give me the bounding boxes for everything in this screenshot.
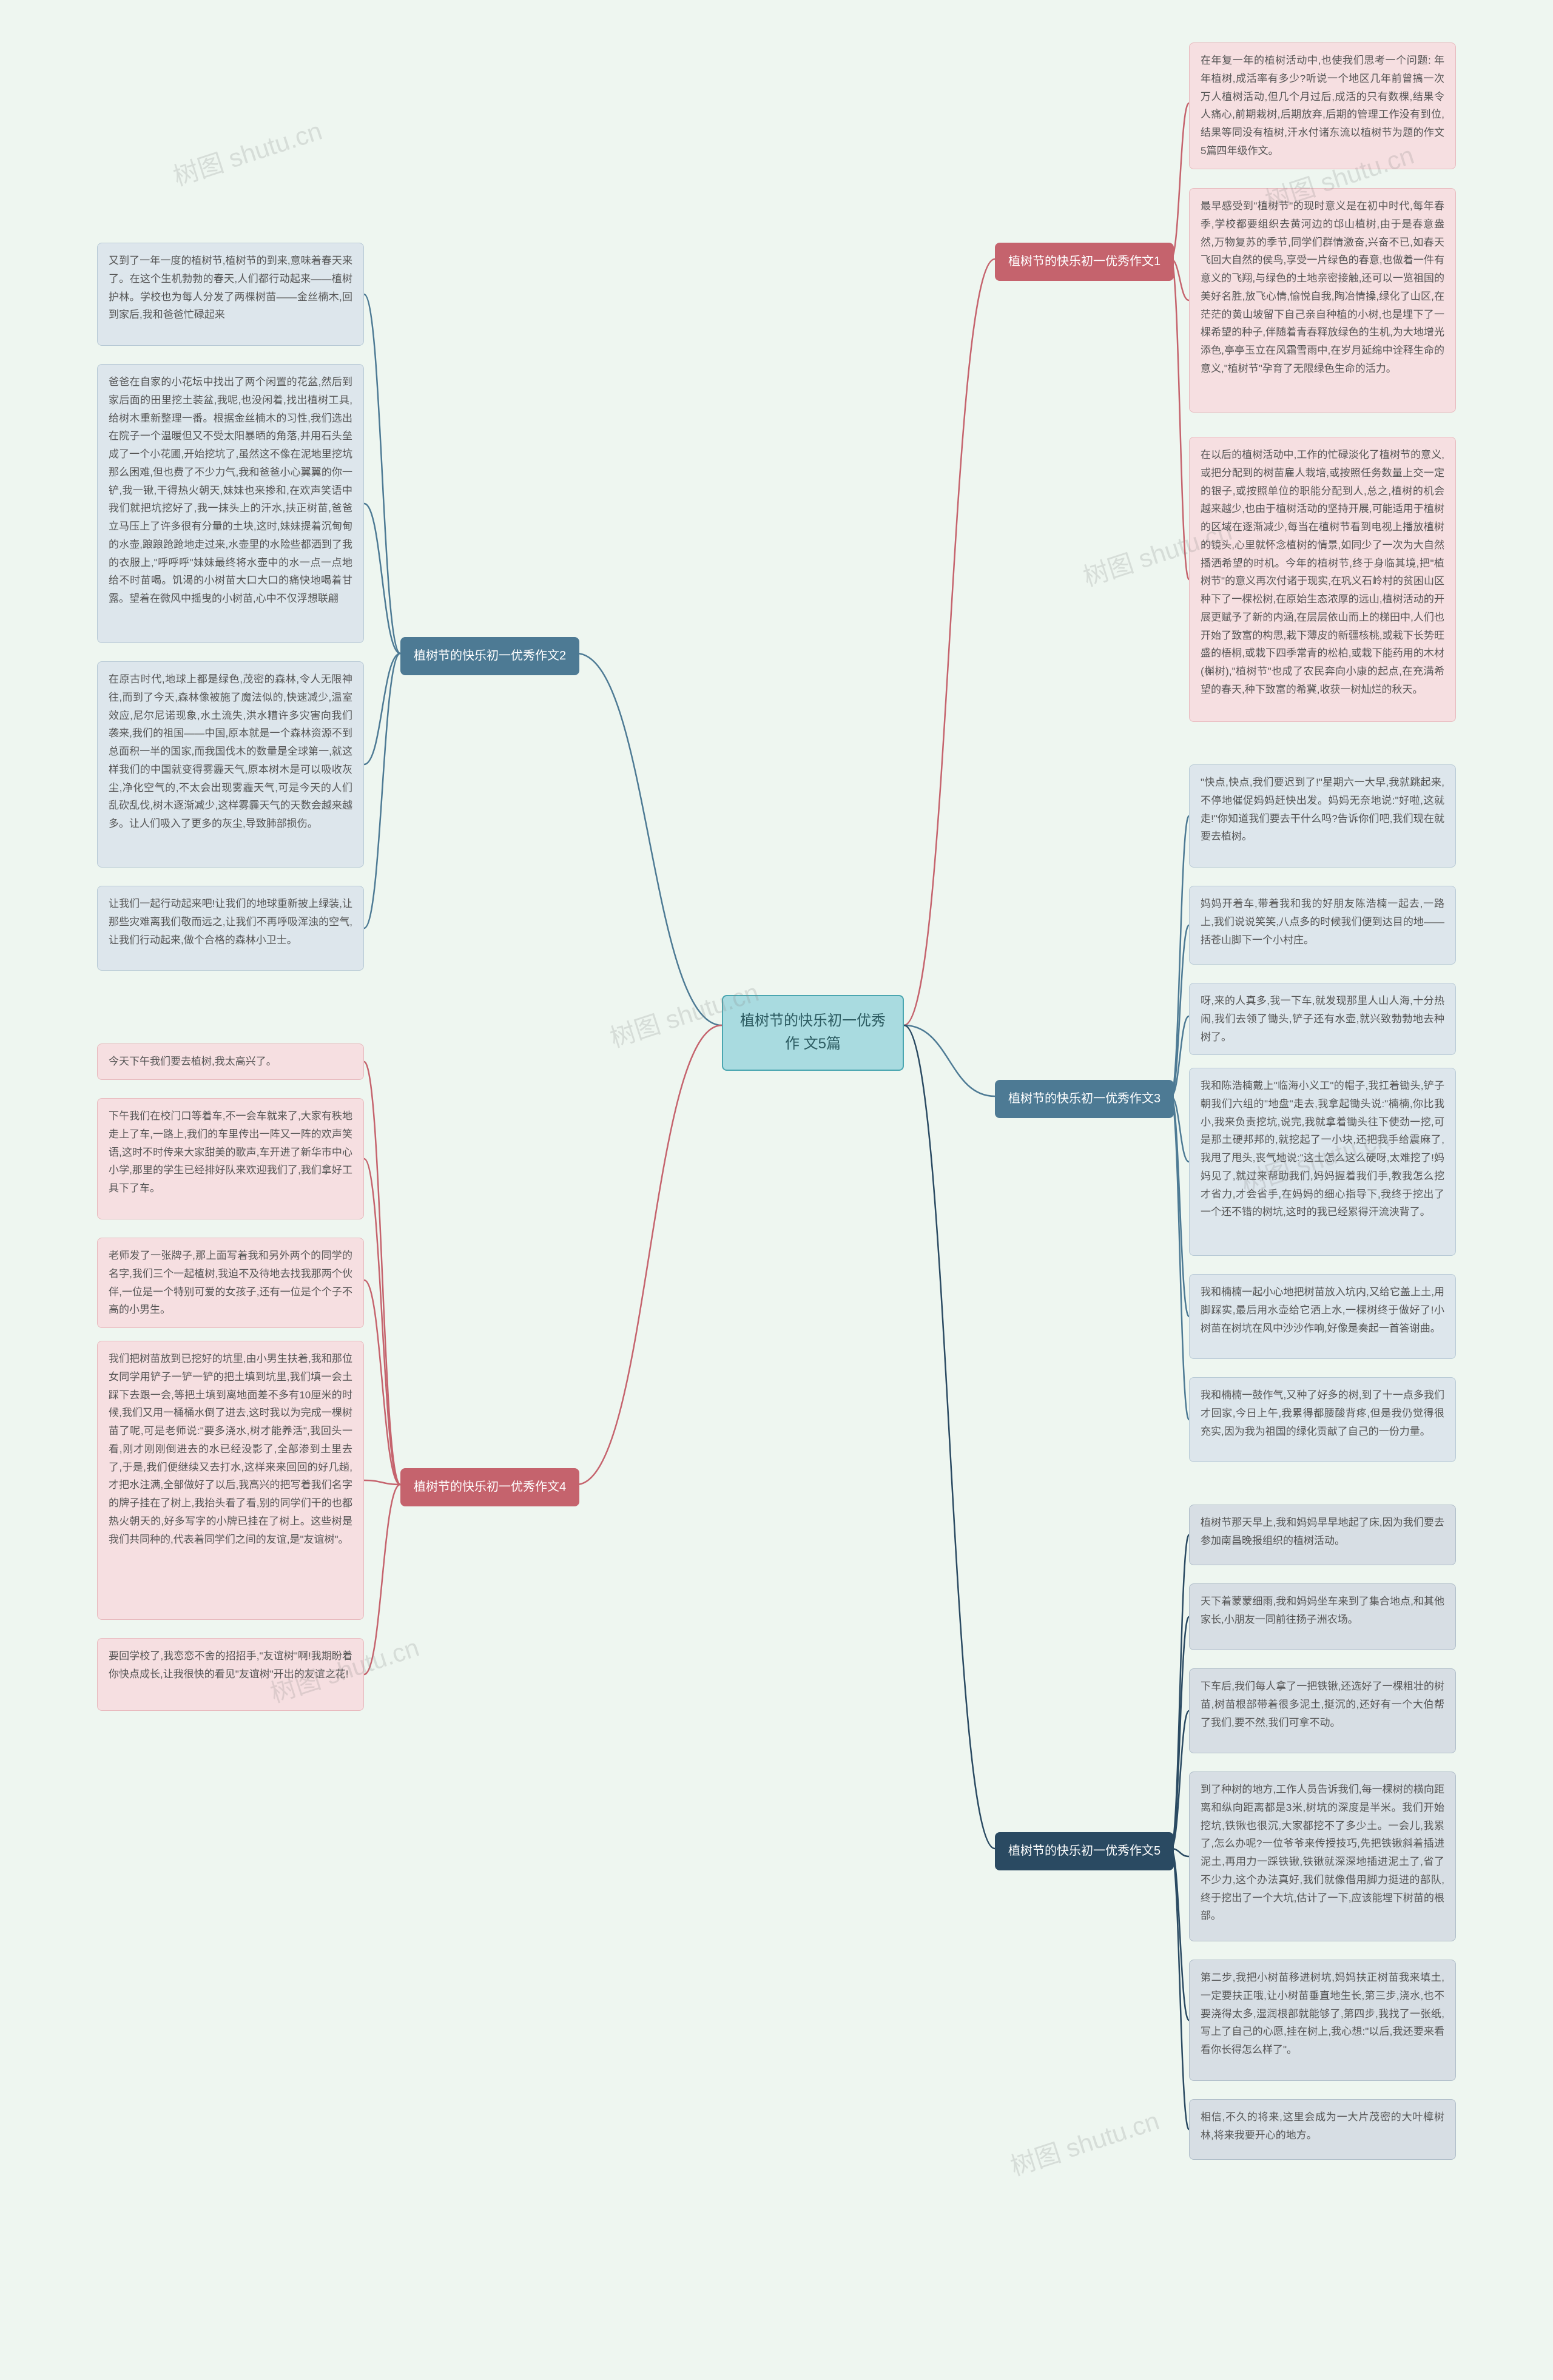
branch-node: 植树节的快乐初一优秀作文3 — [995, 1080, 1174, 1118]
leaf-node: 我和陈浩楠戴上"临海小义工"的帽子,我扛着锄头,铲子朝我们六组的"地盘"走去,我… — [1189, 1068, 1456, 1256]
watermark: 树图 shutu.cn — [168, 110, 326, 194]
leaf-node: 最早感受到"植树节"的现时意义是在初中时代,每年春季,学校都要组织去黄河边的邙山… — [1189, 188, 1456, 413]
root-node: 植树节的快乐初一优秀作 文5篇 — [722, 995, 904, 1071]
watermark: 树图 shutu.cn — [1005, 2100, 1164, 2183]
leaf-node: 在以后的植树活动中,工作的忙碌淡化了植树节的意义,或把分配到的树苗雇人栽培,或按… — [1189, 437, 1456, 722]
leaf-node: 到了种树的地方,工作人员告诉我们,每一棵树的横向距离和纵向距离都是3米,树坑的深… — [1189, 1772, 1456, 1941]
branch-node: 植树节的快乐初一优秀作文5 — [995, 1832, 1174, 1870]
leaf-node: 在年复一年的植树活动中,也使我们思考一个问题: 年年植树,成活率有多少?听说一个… — [1189, 42, 1456, 169]
leaf-node: 又到了一年一度的植树节,植树节的到来,意味着春天来了。在这个生机勃勃的春天,人们… — [97, 243, 364, 346]
leaf-node: 下午我们在校门口等着车,不一会车就来了,大家有秩地走上了车,一路上,我们的车里传… — [97, 1098, 364, 1219]
leaf-node: 植树节那天早上,我和妈妈早早地起了床,因为我们要去参加南昌晚报组织的植树活动。 — [1189, 1505, 1456, 1565]
leaf-node: 我们把树苗放到已挖好的坑里,由小男生扶着,我和那位女同学用铲子一铲一铲的把土填到… — [97, 1341, 364, 1620]
leaf-node: 今天下午我们要去植树,我太高兴了。 — [97, 1043, 364, 1080]
leaf-node: 我和楠楠一起小心地把树苗放入坑内,又给它盖上土,用脚踩实,最后用水壶给它洒上水,… — [1189, 1274, 1456, 1359]
leaf-node: 呀,来的人真多,我一下车,就发现那里人山人海,十分热闹,我们去领了锄头,铲子还有… — [1189, 983, 1456, 1055]
leaf-node: 天下着蒙蒙细雨,我和妈妈坐车来到了集合地点,和其他家长,小朋友一同前往扬子洲农场… — [1189, 1583, 1456, 1650]
branch-node: 植树节的快乐初一优秀作文1 — [995, 243, 1174, 281]
leaf-node: 让我们一起行动起来吧!让我们的地球重新披上绿装,让那些灾难离我们敬而远之,让我们… — [97, 886, 364, 971]
leaf-node: 妈妈开着车,带着我和我的好朋友陈浩楠一起去,一路上,我们说说笑笑,八点多的时候我… — [1189, 886, 1456, 965]
leaf-node: 我和楠楠一鼓作气,又种了好多的树,到了十一点多我们才回家,今日上午,我累得都腰酸… — [1189, 1377, 1456, 1462]
leaf-node: 在原古时代,地球上都是绿色,茂密的森林,令人无限神往,而到了今天,森林像被施了魔… — [97, 661, 364, 868]
leaf-node: 爸爸在自家的小花坛中找出了两个闲置的花盆,然后到家后面的田里挖土装盆,我呢,也没… — [97, 364, 364, 643]
leaf-node: 要回学校了,我恋恋不舍的招招手,"友谊树"啊!我期盼着你快点成长,让我很快的看见… — [97, 1638, 364, 1711]
leaf-node: 第二步,我把小树苗移进树坑,妈妈扶正树苗我来填土,一定要扶正哦,让小树苗垂直地生… — [1189, 1960, 1456, 2081]
leaf-node: "快点,快点,我们要迟到了!"星期六一大早,我就跳起来,不停地催促妈妈赶快出发。… — [1189, 764, 1456, 868]
leaf-node: 下车后,我们每人拿了一把铁锹,还选好了一棵粗壮的树苗,树苗根部带着很多泥土,挺沉… — [1189, 1668, 1456, 1753]
leaf-node: 相信,不久的将来,这里会成为一大片茂密的大叶樟树林,将来我要开心的地方。 — [1189, 2099, 1456, 2160]
branch-node: 植树节的快乐初一优秀作文2 — [400, 637, 579, 675]
branch-node: 植树节的快乐初一优秀作文4 — [400, 1468, 579, 1506]
leaf-node: 老师发了一张牌子,那上面写着我和另外两个的同学的名字,我们三个一起植树,我迫不及… — [97, 1238, 364, 1328]
